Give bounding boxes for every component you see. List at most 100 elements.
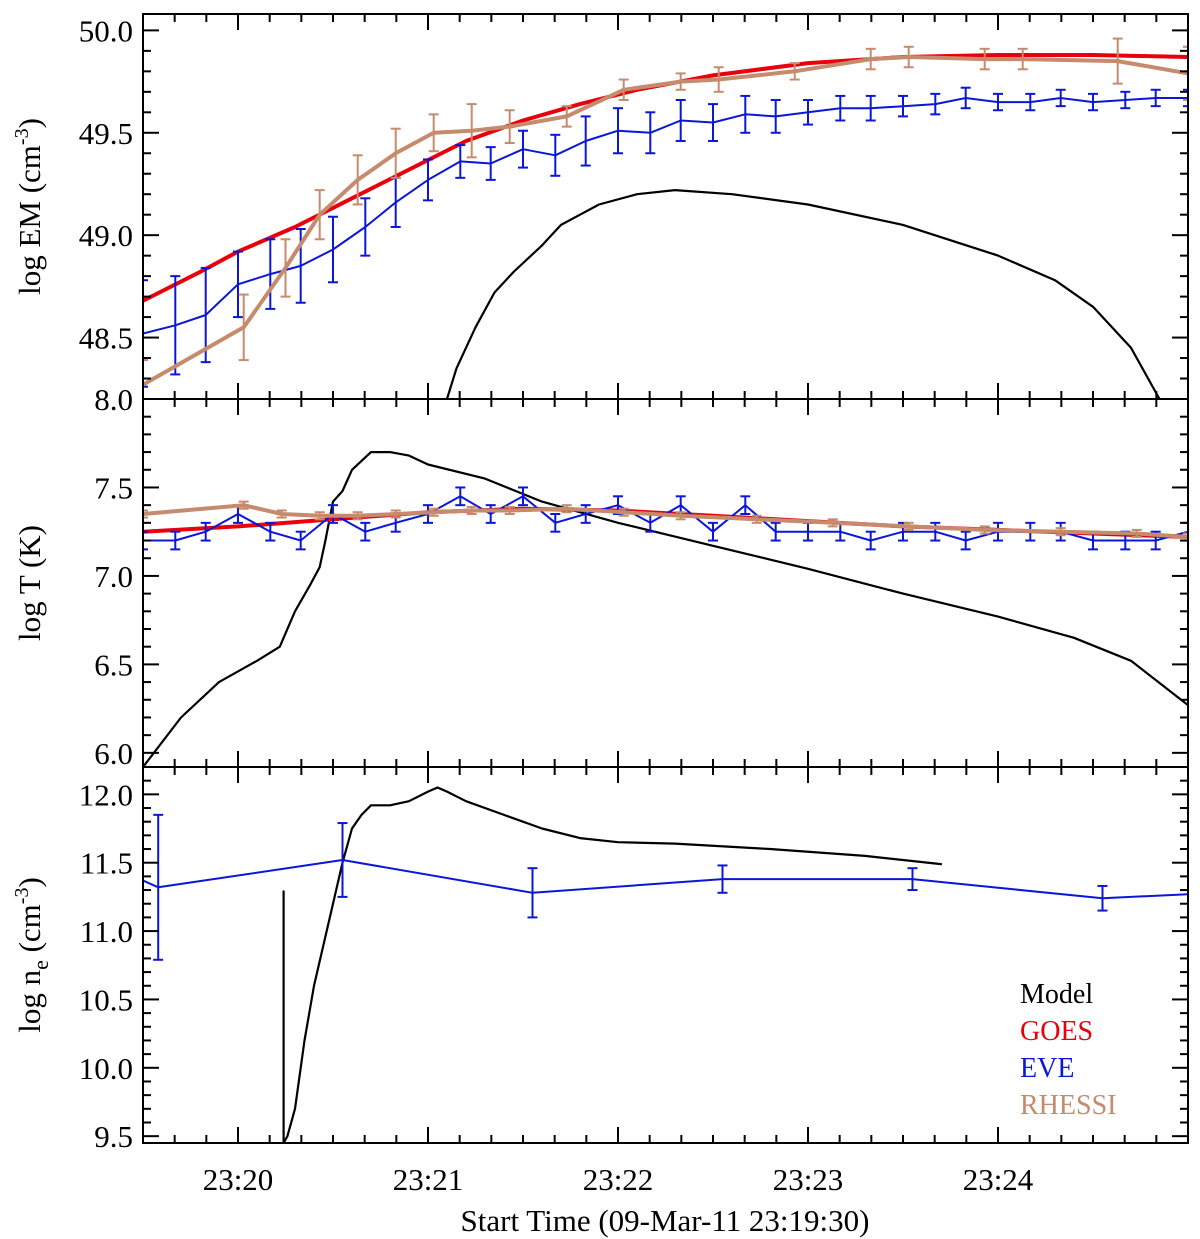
error-bar-eve — [390, 176, 401, 228]
panel-frame-emission-measure — [142, 13, 1189, 400]
error-bar-eve — [717, 864, 728, 894]
error-bar-eve — [550, 133, 561, 177]
text-layer: 48.5 49.0 49.5 50.0 log EM (cm-3) 6.0 6.5 7.0 7.… — [11, 13, 1034, 1197]
panel-frames — [142, 13, 1189, 1144]
error-bar-rhessi — [713, 66, 724, 93]
error-bar-rhessi — [827, 518, 838, 528]
y-axis-title-emission-measure: log EM (cm-3) — [11, 118, 47, 295]
error-bar-eve — [708, 103, 718, 142]
error-bar-rhessi — [314, 511, 325, 521]
series-line-model — [143, 451, 1188, 767]
error-bar-eve — [1097, 884, 1108, 912]
error-bar-eve — [360, 197, 371, 257]
x-ticks-density — [142, 767, 1189, 1143]
error-bar-rhessi — [675, 72, 686, 91]
y-tick-label-temperature: 7.0 — [94, 559, 133, 594]
y-tick-label-temperature: 7.5 — [94, 470, 133, 505]
error-bar-eve — [337, 822, 348, 898]
error-bar-rhessi — [352, 511, 363, 521]
error-bar-eve — [1120, 90, 1131, 110]
error-bar-eve — [907, 867, 918, 892]
error-bar-rhessi — [390, 127, 401, 179]
plot-area-density — [143, 786, 1188, 1143]
error-bar-rhessi — [1112, 37, 1123, 85]
error-bar-rhessi — [865, 47, 876, 71]
error-bar-eve — [865, 530, 876, 551]
series-line-eve — [143, 97, 1188, 335]
error-bar-eve — [527, 867, 538, 919]
error-bar-rhessi — [390, 509, 401, 519]
error-bar-rhessi — [751, 514, 762, 524]
error-bar-eve — [930, 92, 941, 116]
error-bar-eve — [233, 250, 243, 319]
error-bar-eve — [740, 94, 751, 134]
error-bar-rhessi — [979, 47, 990, 71]
error-bar-eve — [645, 111, 656, 155]
error-bar-eve — [170, 275, 181, 376]
error-bar-eve — [143, 530, 148, 551]
x-tick-label: 23:24 — [963, 1162, 1034, 1197]
error-bar-rhessi — [143, 509, 148, 519]
y-ticks-temperature — [143, 398, 1188, 754]
error-bar-eve — [740, 495, 751, 515]
y-ticks-density — [143, 766, 1188, 1138]
series-model-density — [282, 786, 943, 1143]
y-tick-label-emission-measure: 48.5 — [79, 321, 133, 356]
y-axis-title-density: log ne (cm-3) — [11, 877, 53, 1033]
x-tick-label: 23:23 — [773, 1162, 844, 1197]
legend: Model GOES EVE RHESSI — [1020, 979, 1116, 1121]
error-bar-eve — [485, 146, 496, 181]
series-line-rhessi — [143, 55, 1188, 387]
error-bar-rhessi — [1055, 527, 1066, 537]
error-bar-eve — [265, 238, 276, 310]
legend-label-rhessi: RHESSI — [1020, 1090, 1116, 1121]
tick-marks — [142, 14, 1189, 1143]
error-bar-rhessi — [979, 525, 990, 535]
x-tick-label: 23:20 — [203, 1162, 274, 1197]
error-bar-rhessi — [618, 78, 629, 102]
error-bar-eve — [803, 99, 813, 126]
error-bar-rhessi — [1183, 45, 1188, 102]
series-eve-emission-measure — [143, 86, 1188, 388]
error-bar-rhessi — [675, 511, 686, 521]
plot-area-emission-measure — [143, 37, 1188, 399]
error-bar-eve — [865, 94, 876, 122]
series-model-emission-measure — [445, 189, 1161, 399]
error-bar-rhessi — [789, 62, 800, 81]
y-tick-label-density: 11.5 — [80, 846, 133, 881]
y-axis-title-temperature: log T (K) — [12, 525, 47, 641]
error-bar-eve — [708, 521, 718, 542]
error-bar-rhessi — [1131, 528, 1142, 538]
error-bar-eve — [1088, 92, 1098, 112]
y-tick-label-emission-measure: 50.0 — [79, 13, 133, 48]
error-bar-eve — [1025, 92, 1036, 112]
error-bar-eve — [518, 486, 528, 507]
y-tick-label-emission-measure: 49.5 — [79, 116, 133, 151]
error-bar-eve — [200, 266, 211, 364]
error-bar-rhessi — [238, 293, 249, 362]
legend-label-eve: EVE — [1020, 1053, 1074, 1084]
error-bar-eve — [1150, 88, 1161, 108]
error-bar-rhessi — [352, 154, 363, 206]
series-eve-temperature — [143, 486, 1188, 551]
panel-frame-temperature — [142, 398, 1189, 768]
error-bar-rhessi — [561, 504, 572, 514]
error-bar-eve — [1055, 88, 1066, 108]
error-bar-rhessi — [618, 507, 629, 517]
y-tick-label-density: 12.0 — [79, 777, 133, 812]
error-bar-eve — [993, 92, 1003, 112]
series-rhessi-emission-measure — [143, 37, 1188, 399]
data-layer — [143, 37, 1188, 1143]
error-bar-rhessi — [428, 507, 439, 517]
series-line-eve — [143, 859, 1188, 900]
error-bar-rhessi — [276, 509, 287, 519]
error-bar-eve — [455, 144, 466, 179]
y-tick-label-temperature: 8.0 — [94, 382, 133, 417]
error-bar-eve — [423, 158, 433, 202]
legend-label-model: Model — [1020, 979, 1093, 1010]
x-axis-title: Start Time (09-Mar-11 23:19:30) — [461, 1203, 870, 1238]
error-bar-rhessi — [280, 238, 291, 298]
y-tick-label-temperature: 6.0 — [94, 736, 133, 771]
panel-frame-density — [142, 766, 1189, 1144]
error-bar-eve — [143, 279, 148, 388]
